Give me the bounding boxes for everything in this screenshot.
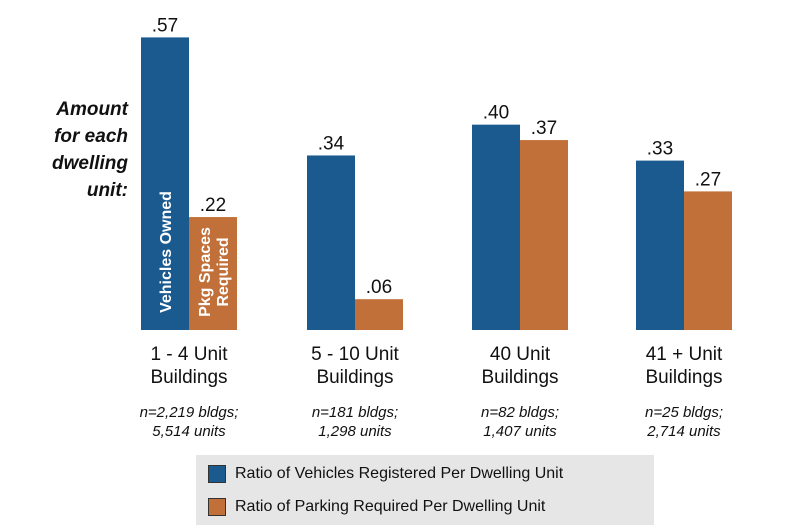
annotation-pkg-spaces-required-line-0: Pkg Spaces [197,227,214,317]
bar-parking-0 [189,217,237,330]
data-label-vehicles-1: .34 [318,133,345,154]
category-note-0-line-1: 5,514 units [152,423,226,440]
legend-item-vehicles: Ratio of Vehicles Registered Per Dwellin… [196,462,563,486]
legend-label-vehicles: Ratio of Vehicles Registered Per Dwellin… [235,465,564,482]
bar-parking-2 [520,140,568,330]
data-label-parking-1: .06 [366,277,392,298]
bar-vehicles-3 [636,160,684,330]
data-label-vehicles-2: .40 [483,103,509,124]
legend: Ratio of Vehicles Registered Per Dwellin… [196,455,654,525]
data-label-vehicles-3: .33 [647,139,673,160]
legend-label-parking: Ratio of Parking Required Per Dwelling U… [235,498,546,515]
category-label-0-line-1: Buildings [150,367,227,388]
y-axis-label: Amount for each dwelling unit: [52,99,128,201]
legend-swatch-parking [208,498,226,516]
bar-vehicles-1 [307,155,355,330]
data-label-parking-0: .22 [200,195,226,216]
bar-parking-1 [355,299,403,330]
category-note-1-line-0: n=181 bldgs; [312,404,398,421]
category-label-1-line-1: Buildings [316,367,393,388]
category-note-3-line-0: n=25 bldgs; [645,404,723,421]
category-note-2-line-1: 1,407 units [483,423,557,440]
category-label-0-line-0: 1 - 4 Unit [150,344,228,365]
legend-item-parking: Ratio of Parking Required Per Dwelling U… [196,495,545,519]
annotation-pkg-spaces-required-line-1: Required [215,237,232,306]
category-note-3-line-1: 2,714 units [646,423,721,440]
category-label-3-line-0: 41 + Unit [646,344,723,365]
data-label-vehicles-0: .57 [152,15,178,36]
bar-vehicles-0 [141,37,189,331]
bar-parking-3 [684,191,732,330]
data-label-parking-2: .37 [531,118,557,139]
bar-vehicles-2 [472,124,520,331]
category-label-3-line-1: Buildings [645,367,722,388]
category-note-2-line-0: n=82 bldgs; [481,404,559,421]
category-note-0-line-0: n=2,219 bldgs; [140,404,239,421]
data-label-parking-3: .27 [695,169,721,190]
annotation-vehicles-owned: Vehicles Owned [158,191,175,313]
category-label-2-line-0: 40 Unit [490,344,551,365]
category-note-1-line-1: 1,298 units [318,423,392,440]
category-label-1-line-0: 5 - 10 Unit [311,344,399,365]
category-label-2-line-1: Buildings [481,367,558,388]
legend-swatch-vehicles [208,465,226,483]
